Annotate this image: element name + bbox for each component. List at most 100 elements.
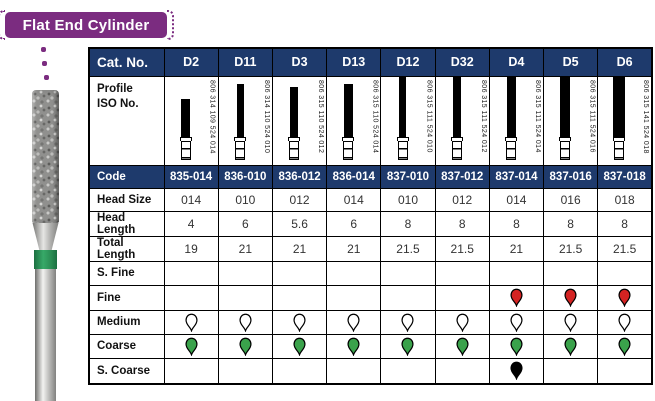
medium-cell-D3 xyxy=(271,309,328,335)
total-length-cell-D12: 21.5 xyxy=(380,235,436,262)
fine-label: Fine xyxy=(88,284,165,311)
bur-profile-glyph xyxy=(505,77,518,160)
code-cell-D12: 837-010 xyxy=(380,164,436,189)
head-length-cell-D32: 8 xyxy=(434,210,490,237)
coarse-cell-D3 xyxy=(271,333,328,359)
s-fine-cell-D2 xyxy=(163,260,219,286)
grit-drop-icon xyxy=(401,313,415,332)
s-coarse-cell-D4 xyxy=(488,357,545,385)
code-cell-D5: 837-016 xyxy=(543,164,599,189)
code-cell-D3: 836-012 xyxy=(271,164,328,189)
total-length-cell-D5: 21.5 xyxy=(543,235,599,262)
bur-profile-glyph xyxy=(559,77,572,160)
cat-no-cell-D3: D3 xyxy=(271,47,328,77)
profile-iso-row: Profile ISO No. 806 314 109 524 014 806 3… xyxy=(88,75,653,166)
grit-drop-icon xyxy=(564,313,577,332)
medium-cell-D32 xyxy=(434,309,490,335)
s-fine-cell-D3 xyxy=(271,260,328,286)
cat-no-cell-D13: D13 xyxy=(326,47,382,77)
coarse-cell-D4 xyxy=(488,333,545,359)
coarse-label: Coarse xyxy=(88,333,165,359)
fine-cell-D4 xyxy=(488,284,545,311)
s-fine-cell-D13 xyxy=(326,260,382,286)
grit-drop-icon xyxy=(510,337,523,356)
code-row: Code 835-014 836-010 836-012 836-014 837-010… xyxy=(88,164,653,189)
s-coarse-cell-D6 xyxy=(597,357,653,385)
bur-profile-glyph xyxy=(179,98,192,160)
profile-cell-D2: 806 314 109 524 014 xyxy=(163,75,219,166)
total-length-cell-D3: 21 xyxy=(271,235,328,262)
cat-no-cell-D12: D12 xyxy=(380,47,436,77)
fine-cell-D13 xyxy=(326,284,382,311)
iso-number: 806 315 110 524 014 xyxy=(371,79,379,153)
bur-shank xyxy=(35,269,56,401)
cat-no-header: Cat. No. xyxy=(88,47,165,77)
total-length-cell-D11: 21 xyxy=(217,235,273,262)
medium-cell-D12 xyxy=(380,309,436,335)
head-size-cell-D5: 016 xyxy=(543,187,599,212)
s-coarse-cell-D13 xyxy=(326,357,382,385)
code-label: Code xyxy=(88,164,165,189)
profile-iso-label: Profile ISO No. xyxy=(88,75,165,166)
grit-drop-icon xyxy=(618,313,631,332)
grit-drop-icon xyxy=(456,337,469,356)
head-length-cell-D13: 6 xyxy=(326,210,382,237)
coarse-cell-D2 xyxy=(163,333,219,359)
profile-cell-D12: 806 315 111 524 010 xyxy=(380,75,436,166)
code-cell-D32: 837-012 xyxy=(434,164,490,189)
bur-profile-glyph xyxy=(396,77,409,160)
head-size-row: Head Size 014 010 012 014 010 012 014 016 018 xyxy=(88,187,653,212)
coarse-cell-D11 xyxy=(217,333,273,359)
cat-no-cell-D32: D32 xyxy=(434,47,490,77)
fine-cell-D32 xyxy=(434,284,490,311)
cat-no-cell-D5: D5 xyxy=(543,47,599,77)
head-length-label: Head Length xyxy=(88,210,165,237)
profile-cell-D13: 806 315 110 524 014 xyxy=(326,75,382,166)
s-fine-row: S. Fine xyxy=(88,260,653,286)
iso-number: 806 314 109 524 014 xyxy=(208,79,216,154)
medium-cell-D6 xyxy=(597,309,653,335)
total-length-cell-D2: 19 xyxy=(163,235,219,262)
bur-grit-color-band xyxy=(34,250,57,269)
profile-cell-D6: 806 315 141 524 018 xyxy=(597,75,653,166)
grit-drop-icon xyxy=(347,313,360,332)
grit-drop-icon xyxy=(564,288,577,307)
bur-profile-glyph xyxy=(342,83,355,160)
s-coarse-label: S. Coarse xyxy=(88,357,165,385)
grit-drop-icon xyxy=(185,313,198,332)
head-size-cell-D11: 010 xyxy=(217,187,273,212)
medium-cell-D11 xyxy=(217,309,273,335)
grit-drop-icon xyxy=(456,313,469,332)
s-coarse-cell-D3 xyxy=(271,357,328,385)
iso-number: 806 315 111 524 010 xyxy=(425,79,433,153)
s-fine-cell-D32 xyxy=(434,260,490,286)
profile-cell-D32: 806 315 111 524 012 xyxy=(434,75,490,166)
header-row: Cat. No. D2 D11 D3 D13 D12 D32 D4 D5 D6 xyxy=(88,47,653,77)
s-coarse-cell-D11 xyxy=(217,357,273,385)
code-cell-D4: 837-014 xyxy=(488,164,545,189)
fine-cell-D5 xyxy=(543,284,599,311)
head-size-cell-D12: 010 xyxy=(380,187,436,212)
total-length-cell-D13: 21 xyxy=(326,235,382,262)
coarse-row: Coarse xyxy=(88,333,653,359)
bur-profile-glyph xyxy=(288,86,301,160)
s-coarse-cell-D5 xyxy=(543,357,599,385)
grit-drop-icon xyxy=(185,337,198,356)
fine-row: Fine xyxy=(88,284,653,311)
code-cell-D6: 837-018 xyxy=(597,164,653,189)
coarse-cell-D6 xyxy=(597,333,653,359)
fine-cell-D6 xyxy=(597,284,653,311)
decorative-dot xyxy=(41,47,46,52)
head-length-cell-D3: 5.6 xyxy=(271,210,328,237)
head-length-cell-D2: 4 xyxy=(163,210,219,237)
profile-cell-D5: 806 315 111 524 016 xyxy=(543,75,599,166)
code-cell-D11: 836-010 xyxy=(217,164,273,189)
medium-cell-D2 xyxy=(163,309,219,335)
decorative-dot xyxy=(42,61,47,66)
head-size-label: Head Size xyxy=(88,187,165,212)
cat-no-cell-D2: D2 xyxy=(163,47,219,77)
product-spec-table: Cat. No. D2 D11 D3 D13 D12 D32 D4 D5 D6 Profile … xyxy=(88,47,653,385)
cat-no-cell-D4: D4 xyxy=(488,47,545,77)
head-size-cell-D6: 018 xyxy=(597,187,653,212)
code-cell-D2: 835-014 xyxy=(163,164,219,189)
